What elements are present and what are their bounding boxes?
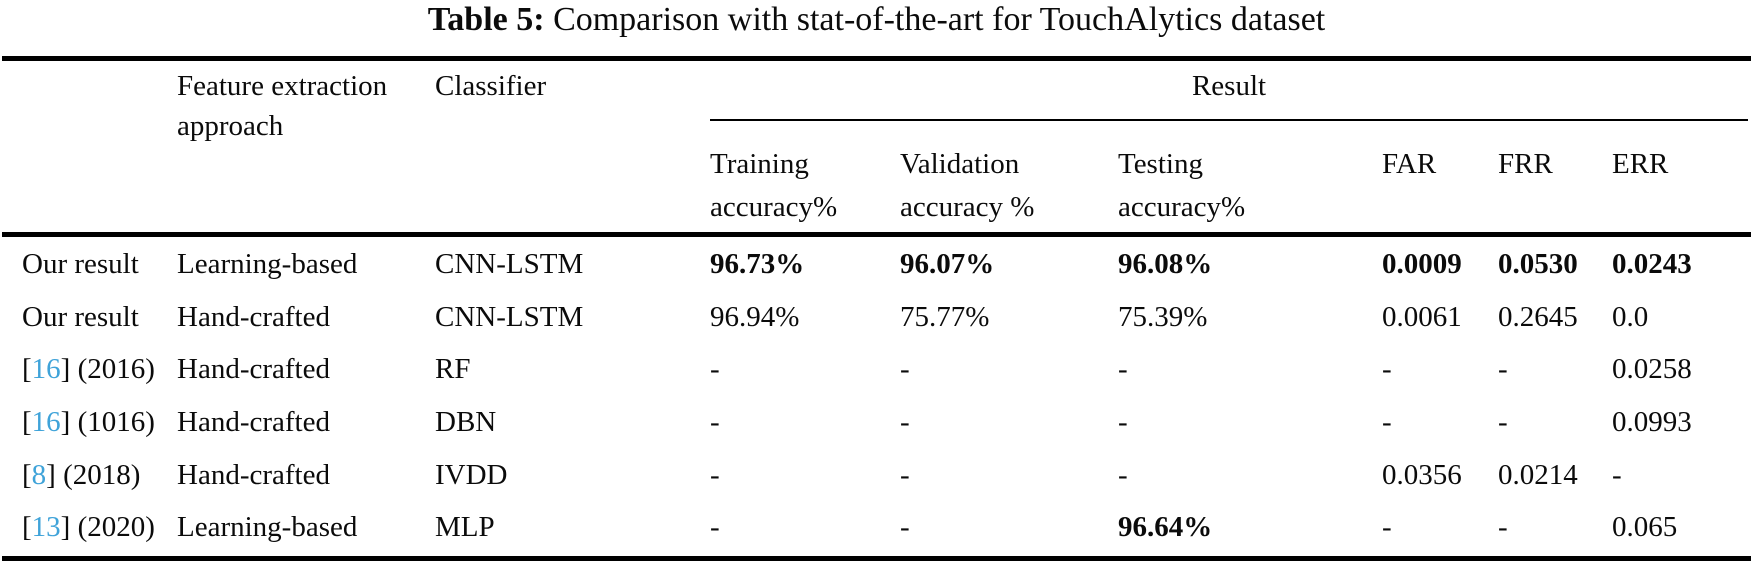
bottom-rule: [2, 556, 1751, 561]
cell-training-accuracy: -: [710, 511, 720, 544]
citation-bracket-open: [: [22, 511, 32, 544]
column-header-far: FAR: [1382, 148, 1437, 180]
cell-far: -: [1382, 511, 1392, 544]
column-group-header-result: Result: [1191, 70, 1267, 102]
header-body-divider-rule: [2, 232, 1751, 237]
cell-feature: Learning-based: [177, 511, 358, 544]
citation-bracket-open: [: [22, 405, 32, 438]
cell-feature: Hand-crafted: [177, 458, 330, 491]
top-rule: [2, 56, 1751, 61]
cell-testing-accuracy: -: [1118, 353, 1128, 386]
column-header-feature: Feature extraction approach: [177, 70, 388, 142]
citation-bracket-open: [: [22, 353, 32, 386]
cell-far: 0.0061: [1382, 300, 1462, 333]
citation-link[interactable]: 8: [31, 458, 47, 491]
table-row: [13] (2020) Learning-based MLP - - 96.64…: [0, 501, 1753, 554]
cell-training-accuracy: 96.94%: [710, 300, 800, 333]
cell-training-accuracy: -: [710, 458, 720, 491]
cell-classifier: MLP: [435, 511, 495, 544]
column-header-training-accuracy: Training accuracy%: [710, 148, 838, 223]
cell-err: 0.0993: [1612, 405, 1692, 438]
table-number-label: Table 5:: [427, 1, 545, 38]
citation-link[interactable]: 16: [31, 353, 61, 386]
source-label: ] (1016): [60, 405, 155, 438]
cell-training-accuracy: 96.73%: [710, 247, 805, 280]
cell-training-accuracy: -: [710, 353, 720, 386]
cell-source: [8] (2018): [22, 459, 177, 492]
cell-source: [16] (1016): [22, 406, 177, 439]
citation-bracket-open: [: [22, 458, 32, 491]
cell-frr: -: [1498, 405, 1508, 438]
cell-training-accuracy: -: [710, 405, 720, 438]
cell-far: 0.0356: [1382, 458, 1462, 491]
cell-validation-accuracy: -: [900, 405, 910, 438]
cell-far: 0.0009: [1382, 247, 1462, 280]
cell-frr: -: [1498, 353, 1508, 386]
table-row: [8] (2018) Hand-crafted IVDD - - - 0.035…: [0, 449, 1753, 502]
cell-err: 0.065: [1612, 511, 1678, 544]
cell-feature: Hand-crafted: [177, 405, 330, 438]
cell-classifier: CNN-LSTM: [435, 300, 584, 333]
column-header-err: ERR: [1612, 148, 1669, 180]
cell-source: [13] (2020): [22, 511, 177, 544]
cell-err: 0.0: [1612, 300, 1649, 333]
column-header-classifier: Classifier: [435, 70, 547, 102]
cell-frr: 0.0214: [1498, 458, 1578, 491]
cell-classifier: IVDD: [435, 458, 508, 491]
citation-link[interactable]: 16: [31, 405, 61, 438]
table-row: [16] (2016) Hand-crafted RF - - - - - 0.…: [0, 343, 1753, 396]
cell-testing-accuracy: -: [1118, 405, 1128, 438]
column-header-testing-accuracy: Testing accuracy%: [1118, 148, 1246, 223]
cell-classifier: DBN: [435, 405, 497, 438]
citation-link[interactable]: 13: [31, 511, 61, 544]
cell-source: [16] (2016): [22, 353, 177, 386]
source-label: Our result: [22, 300, 139, 333]
source-label: ] (2018): [46, 458, 141, 491]
cell-far: -: [1382, 405, 1392, 438]
table-row: [16] (1016) Hand-crafted DBN - - - - - 0…: [0, 396, 1753, 449]
result-group-underline-rule: [710, 119, 1748, 121]
cell-validation-accuracy: -: [900, 458, 910, 491]
table-caption: Table 5: Comparison with stat-of-the-art…: [0, 0, 1753, 40]
cell-testing-accuracy: 96.08%: [1118, 247, 1213, 280]
cell-err: -: [1612, 458, 1622, 491]
table-row: Our result Hand-crafted CNN-LSTM 96.94% …: [0, 291, 1753, 344]
cell-validation-accuracy: 96.07%: [900, 247, 995, 280]
cell-source: Our result: [22, 248, 177, 281]
cell-frr: 0.0530: [1498, 247, 1578, 280]
cell-err: 0.0258: [1612, 353, 1692, 386]
cell-testing-accuracy: 75.39%: [1118, 300, 1208, 333]
table-caption-text: Comparison with stat-of-the-art for Touc…: [544, 1, 1326, 38]
cell-far: -: [1382, 353, 1392, 386]
source-label: ] (2020): [60, 511, 155, 544]
cell-feature: Hand-crafted: [177, 353, 330, 386]
source-label: ] (2016): [60, 353, 155, 386]
cell-testing-accuracy: -: [1118, 458, 1128, 491]
cell-frr: 0.2645: [1498, 300, 1578, 333]
cell-validation-accuracy: -: [900, 511, 910, 544]
cell-feature: Hand-crafted: [177, 300, 330, 333]
cell-source: Our result: [22, 301, 177, 334]
cell-testing-accuracy: 96.64%: [1118, 511, 1213, 544]
cell-classifier: RF: [435, 353, 471, 386]
cell-feature: Learning-based: [177, 247, 358, 280]
column-header-frr: FRR: [1498, 148, 1553, 180]
table-row: Our result Learning-based CNN-LSTM 96.73…: [0, 238, 1753, 291]
cell-validation-accuracy: -: [900, 353, 910, 386]
cell-classifier: CNN-LSTM: [435, 247, 584, 280]
source-label: Our result: [22, 247, 139, 280]
cell-validation-accuracy: 75.77%: [900, 300, 990, 333]
results-table-body: Our result Learning-based CNN-LSTM 96.73…: [0, 238, 1753, 554]
cell-frr: -: [1498, 511, 1508, 544]
column-header-validation-accuracy: Validation accuracy %: [900, 148, 1035, 223]
cell-err: 0.0243: [1612, 247, 1692, 280]
